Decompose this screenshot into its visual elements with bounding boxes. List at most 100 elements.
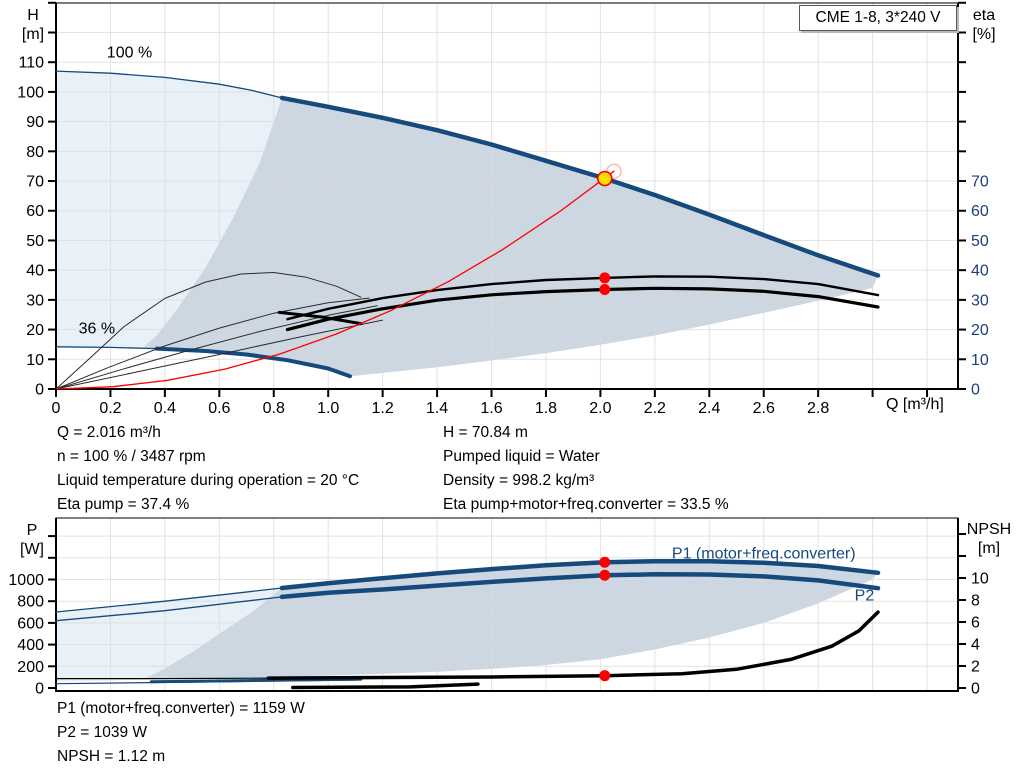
info-npsh: NPSH = 1.12 m <box>57 748 166 765</box>
head-chart-left-tick-label: 70 <box>26 174 44 191</box>
info-q: Q = 2.016 m³/h <box>57 424 161 441</box>
power-envelope-light <box>56 588 282 682</box>
power-chart-left-tick-label: 600 <box>17 615 44 632</box>
npsh-curve-thin <box>55 677 269 680</box>
npsh-point <box>599 670 611 682</box>
head-chart-left-tick-label: 110 <box>18 55 44 72</box>
q-tick-label: 1.8 <box>535 400 557 417</box>
curve-100pct-thin <box>55 70 283 99</box>
head-chart-left-tick-label: 30 <box>26 292 44 309</box>
q-tick-label: 2.8 <box>807 400 829 417</box>
label-36pct: 36 % <box>79 320 115 337</box>
eta-pump-curve <box>286 275 880 321</box>
label-100pct: 100 % <box>107 45 152 62</box>
info-density: Density = 998.2 kg/m³ <box>443 472 595 489</box>
p1-point <box>599 556 611 568</box>
power-chart-right-tick-label: 0 <box>971 681 980 698</box>
info-speed: n = 100 % / 3487 rpm <box>57 448 206 465</box>
curve-36pct-thin <box>55 346 158 350</box>
q-tick-label: 2.2 <box>644 400 666 417</box>
head-chart-right-tick-label: 70 <box>971 174 989 191</box>
q-tick-label: 0.2 <box>99 400 121 417</box>
info-p1: P1 (motor+freq.converter) = 1159 W <box>57 700 305 717</box>
eta-arc-3 <box>55 305 378 390</box>
head-chart-left-tick-label: 50 <box>26 233 44 250</box>
head-chart-left-tick-label: 100 <box>17 84 44 101</box>
power-chart-right-tick-label: 10 <box>971 571 989 588</box>
npsh-curve <box>266 610 880 680</box>
q-tick-label: 2.6 <box>753 400 775 417</box>
q-tick-label: 0.8 <box>263 400 285 417</box>
power-chart-right-tick-label: 8 <box>971 593 980 610</box>
eta-axis-label: eta [%] <box>972 7 996 43</box>
curve-100pct <box>279 95 881 278</box>
duty-point[interactable] <box>596 170 613 187</box>
p2-curve-thin <box>55 596 283 622</box>
q-axis-label: Q [m³/h] <box>886 396 944 413</box>
power-chart-left-tick-label: 200 <box>17 659 44 676</box>
power-chart-left-tick-label: 0 <box>35 681 44 698</box>
p2-point <box>599 569 611 581</box>
q-tick-label: 2.4 <box>698 400 720 417</box>
power-chart-left-tick-label: 1000 <box>8 572 44 589</box>
label-p2: P2 <box>855 588 875 605</box>
q-tick-label: 1.2 <box>372 400 394 417</box>
eta-total-curve <box>285 286 880 332</box>
power-chart: 0 200 400 600 800 1000 0 2 4 6 8 10 P1 (motor+freq.c… <box>8 517 989 698</box>
head-chart-left-tick-label: 60 <box>26 203 44 220</box>
info-eta-total: Eta pump+motor+freq.converter = 33.5 % <box>443 496 729 513</box>
info-h: H = 70.84 m <box>443 424 528 441</box>
label-p1: P1 (motor+freq.converter) <box>672 545 856 562</box>
envelope-light <box>56 71 282 348</box>
power-chart-right-tick-label: 2 <box>971 659 980 676</box>
power-chart-right-tick-label: 6 <box>971 615 980 632</box>
eta-pump-point <box>599 272 611 284</box>
q-tick-label: 0.6 <box>208 400 230 417</box>
head-chart-right-tick-label: 60 <box>971 203 989 220</box>
power-chart-left-tick-label: 800 <box>17 594 44 611</box>
q-tick-label: 2.0 <box>589 400 611 417</box>
pump-title-box: CME 1-8, 3*240 V <box>799 5 957 31</box>
head-chart-right-tick-label: 50 <box>971 233 989 250</box>
q-tick-label: 1.6 <box>480 400 502 417</box>
info-eta-pump: Eta pump = 37.4 % <box>57 496 190 513</box>
eta-arc-1 <box>55 272 362 390</box>
p-axis-label: P [W] <box>20 522 44 558</box>
head-chart-left-tick-label: 90 <box>26 114 44 131</box>
head-chart-right-tick-label: 10 <box>971 352 989 369</box>
head-chart-left-tick-label: 20 <box>26 322 44 339</box>
envelope-allowed <box>143 97 879 377</box>
npsh-axis-label: NPSH [m] <box>966 521 1012 557</box>
eta-arc-4 <box>55 319 384 390</box>
info-liquid-temp: Liquid temperature during operation = 20… <box>57 472 360 489</box>
p-36pct <box>149 677 363 684</box>
p1-curve-thin <box>55 587 283 613</box>
power-chart-right-tick-label: 4 <box>971 637 980 654</box>
head-chart-right-tick-label: 20 <box>971 322 989 339</box>
info-p2: P2 = 1039 W <box>57 724 148 741</box>
eta-36pct-end <box>277 310 363 326</box>
p2-curve <box>279 572 881 600</box>
head-chart-left-tick-label: 0 <box>35 382 44 399</box>
q-tick-label: 1.0 <box>317 400 339 417</box>
eta-total-point <box>599 283 611 295</box>
power-chart-left-tick-label: 400 <box>17 637 44 654</box>
eta-arc-2 <box>55 297 370 390</box>
head-chart: 0 10 20 30 40 50 60 70 80 90 100 110 0 10 20 30 40 50 60 70… <box>17 1 989 417</box>
head-chart-right-tick-label: 40 <box>971 263 989 280</box>
q-tick-label: 0.4 <box>154 400 176 417</box>
npsh-36pct <box>291 682 480 690</box>
head-chart-left-tick-label: 40 <box>26 263 44 280</box>
head-chart-left-tick-label: 10 <box>26 352 44 369</box>
q-tick-label: 0 <box>52 400 61 417</box>
p1-curve <box>279 558 881 591</box>
head-chart-left-tick-label: 80 <box>26 144 44 161</box>
system-curve <box>55 170 615 390</box>
h-axis-label: H [m] <box>21 7 45 43</box>
info-pumped-liquid: Pumped liquid = Water <box>443 448 600 465</box>
head-chart-right-tick-label: 0 <box>971 382 980 399</box>
q-tick-label: 1.4 <box>426 400 448 417</box>
head-chart-right-tick-label: 30 <box>971 292 989 309</box>
